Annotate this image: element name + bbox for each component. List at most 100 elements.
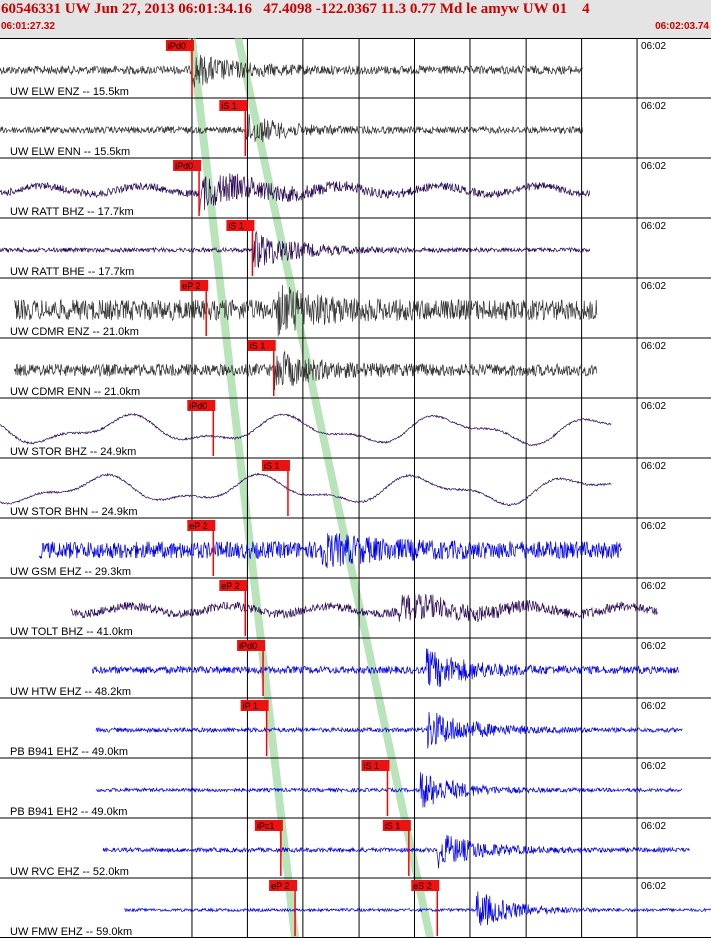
phase-pick-label: eP 2 [221,581,239,591]
waveform-trace [95,772,683,808]
minute-tick-label: 06:02 [641,701,666,712]
phase-pick-label: iS 1 [250,341,266,351]
pick-bands [187,38,435,938]
waveform-trace [92,648,679,688]
phase-pick-label-box[interactable] [219,100,248,111]
waveform-trace [13,350,598,391]
channel-row[interactable]: 06:02 iS 1 UW CDMR ENN -- 21.0km [0,337,711,398]
gridlines [191,38,638,938]
channel-label: UW CDMR ENZ -- 21.0km [10,326,139,338]
phase-pick-label-box[interactable] [240,700,269,711]
channel-label: UW CDMR ENN -- 21.0km [10,386,140,398]
minute-tick-label: 06:02 [641,821,666,832]
minute-tick-label: 06:02 [641,761,666,772]
waveform-trace [14,284,598,337]
phase-pick-label: iP 1 [243,701,258,711]
minute-tick-label: 06:02 [641,281,666,292]
phase-pick-secondary-label: eS 2 [413,881,432,891]
phase-pick-label-box[interactable] [165,40,194,51]
phase-pick-label: iS 1 [221,101,237,111]
minute-tick-label: 06:02 [641,521,666,532]
channel-row[interactable]: 06:02 iPd0 UW ELW ENZ -- 15.5km [0,38,711,98]
s-moveout-band [234,38,435,938]
channel-label: UW RVC EHZ -- 52.0km [10,866,129,878]
waveform-trace [0,173,591,212]
phase-pick-label: iPc1 [257,821,275,831]
waveform-trace [95,711,683,749]
phase-pick-label-box[interactable] [187,520,216,531]
minute-tick-label: 06:02 [641,461,666,472]
channel-row[interactable]: 06:02 iS 1 UW RATT BHE -- 17.7km [0,217,711,278]
minute-tick-label: 06:02 [641,161,666,172]
channel-row[interactable]: 06:02 eP 2 UW TOLT BHZ -- 41.0km [0,577,711,638]
channel-label: UW RATT BHE -- 17.7km [10,266,134,278]
phase-pick-label: iS 1 [264,461,280,471]
minute-tick-label: 06:02 [641,101,666,112]
channel-row[interactable]: 06:02 iPc1 iS 1 UW RVC EHZ -- 52.0km [0,817,711,878]
waveform-trace [0,114,583,144]
channel-row[interactable]: 06:02 iPd0 UW HTW EHZ -- 48.2km [0,637,711,698]
waveform-trace [0,54,583,88]
phase-pick-label-box[interactable] [226,220,255,231]
phase-pick-label-box[interactable] [180,280,209,291]
minute-tick-label: 06:02 [641,41,666,52]
header-bar: 60546331 UW Jun 27, 2013 06:01:34.16 47.… [0,0,711,39]
channel-row[interactable]: 06:02 iS 1 UW ELW ENN -- 15.5km [0,97,711,158]
channel-row[interactable]: 06:02 iPd0 UW STOR BHZ -- 24.9km [0,397,711,458]
channel-label: UW FMW EHZ -- 59.0km [10,926,132,938]
waveform-trace [70,594,658,623]
channel-row[interactable]: 06:02 iP 1 PB B941 EHZ -- 49.0km [0,697,711,758]
channel-label: UW RATT BHZ -- 17.7km [10,206,134,218]
channel-row[interactable]: 06:02 eP 2 UW GSM EHZ -- 29.3km [0,517,711,578]
waveform-trace [38,533,623,569]
waveform-trace [102,834,690,869]
phase-pick-label: iPd0 [175,161,193,171]
channel-row[interactable]: 06:02 iS 1 PB B941 EH2 -- 49.0km [0,757,711,818]
channel-label: UW ELW ENZ -- 15.5km [10,86,129,98]
channel-row[interactable]: 06:02 iS 1 UW STOR BHN -- 24.9km [0,457,711,518]
phase-pick-label: iPd0 [189,401,207,411]
minute-tick-label: 06:02 [641,641,666,652]
phase-pick-label: eP 2 [271,881,289,891]
phase-pick-label-box[interactable] [237,640,266,651]
channel-row[interactable]: 06:02 eP 2 eS 2 UW FMW EHZ -- 59.0km [0,877,711,938]
channel-label: UW GSM EHZ -- 29.3km [10,566,131,578]
phase-pick-label-box[interactable] [173,160,202,171]
minute-tick-label: 06:02 [641,221,666,232]
phase-pick-label: iS 1 [363,761,379,771]
phase-pick-secondary-label-box[interactable] [382,820,411,831]
phase-pick-label: iPd0 [168,41,186,51]
phase-pick-label-box[interactable] [247,340,276,351]
phase-pick-label: eP 2 [182,281,200,291]
phase-pick-label-box[interactable] [361,760,390,771]
seismogram-plot[interactable]: 06:02 iPd0 UW ELW ENZ -- 15.5km 06:02 iS 1 UW… [0,38,711,938]
minute-tick-label: 06:02 [641,401,666,412]
phase-pick-label-box[interactable] [269,880,298,891]
phase-pick-secondary-label-box[interactable] [411,880,440,891]
minute-tick-label: 06:02 [641,881,666,892]
minute-tick-label: 06:02 [641,581,666,592]
channel-label: UW STOR BHZ -- 24.9km [10,446,136,458]
window-start-time: 06:01:27.32 [1,21,55,32]
channel-label: PB B941 EH2 -- 49.0km [10,806,127,818]
waveform-trace [124,891,711,926]
channel-rows: 06:02 iPd0 UW ELW ENZ -- 15.5km 06:02 iS 1 UW… [0,38,711,938]
channel-label: PB B941 EHZ -- 49.0km [10,746,128,758]
waveform-trace [0,472,612,507]
channel-row[interactable]: 06:02 eP 2 UW CDMR ENZ -- 21.0km [0,277,711,338]
phase-pick-label-box[interactable] [187,400,216,411]
p-moveout-band [187,38,300,938]
channel-label: UW HTW EHZ -- 48.2km [10,686,131,698]
waveform-trace [0,229,591,268]
waveform-trace [0,413,612,447]
phase-pick-label-box[interactable] [219,580,248,591]
phase-pick-label-box[interactable] [254,820,283,831]
channel-label: UW TOLT BHZ -- 41.0km [10,626,133,638]
phase-pick-label: iS 1 [228,221,244,231]
channel-label: UW STOR BHN -- 24.9km [10,506,138,518]
channel-row[interactable]: 06:02 iPd0 UW RATT BHZ -- 17.7km [0,157,711,218]
phase-pick-secondary-label: iS 1 [385,821,401,831]
window-end-time: 06:02:03.74 [655,21,709,32]
event-title: 60546331 UW Jun 27, 2013 06:01:34.16 47.… [1,1,590,17]
phase-pick-label-box[interactable] [261,460,290,471]
